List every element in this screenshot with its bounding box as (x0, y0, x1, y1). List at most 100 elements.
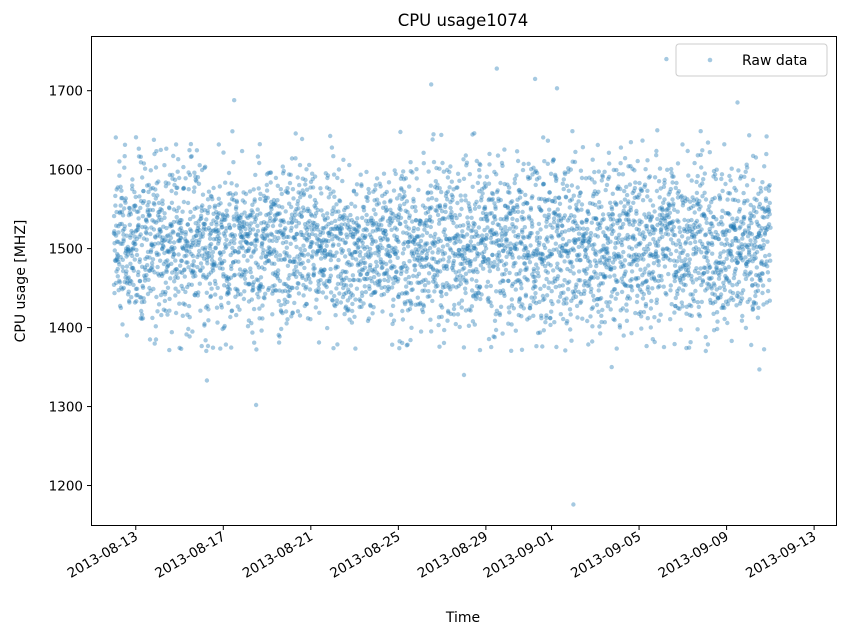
data-point (412, 263, 417, 268)
y-tick-label: 1200 (49, 479, 83, 495)
data-point (515, 209, 521, 214)
data-point (747, 133, 752, 138)
data-point (597, 258, 603, 263)
data-point (363, 218, 369, 223)
data-point (118, 305, 124, 311)
data-point (368, 218, 374, 223)
data-point (589, 306, 594, 311)
data-point (427, 217, 432, 223)
data-point (728, 243, 733, 248)
data-point (472, 322, 477, 327)
data-point (225, 284, 230, 289)
data-point (276, 211, 281, 217)
data-point (735, 216, 740, 221)
data-point (500, 278, 505, 283)
data-point (216, 238, 222, 244)
data-point (639, 188, 645, 193)
data-point (556, 218, 561, 223)
data-point (147, 268, 153, 273)
data-point (300, 275, 305, 280)
data-point (714, 287, 719, 292)
legend: Raw data (675, 43, 828, 77)
data-point (162, 237, 168, 243)
data-point (272, 261, 277, 266)
data-point (308, 244, 313, 249)
data-point (149, 242, 154, 248)
data-point (157, 234, 163, 239)
data-point (389, 218, 395, 224)
data-point (111, 282, 117, 287)
data-point (495, 266, 501, 272)
data-point (665, 246, 670, 251)
data-point (219, 261, 224, 266)
data-point (405, 291, 410, 296)
data-point (507, 226, 512, 231)
data-point (282, 257, 287, 262)
data-point (312, 266, 317, 271)
data-point (532, 284, 537, 289)
data-point (705, 258, 710, 264)
data-point (604, 182, 610, 188)
data-point (282, 250, 287, 255)
data-point (338, 275, 344, 281)
data-point (745, 244, 750, 250)
data-point (766, 207, 772, 213)
data-point (704, 220, 709, 225)
data-point (324, 278, 330, 284)
data-point (600, 281, 605, 286)
data-point (418, 300, 423, 306)
data-point (671, 174, 676, 179)
data-point (200, 203, 205, 208)
data-point (473, 291, 478, 296)
data-point (675, 191, 680, 196)
data-point (646, 229, 652, 234)
data-point (748, 238, 753, 243)
data-point (731, 297, 736, 303)
data-point (720, 208, 725, 213)
data-point (620, 280, 625, 285)
data-point (321, 273, 327, 278)
data-point (131, 268, 136, 273)
data-point (247, 282, 252, 287)
data-point (408, 298, 413, 303)
data-point (604, 300, 609, 305)
data-point (677, 306, 682, 311)
data-point (643, 304, 649, 309)
data-point (309, 239, 314, 245)
data-point (629, 288, 635, 293)
data-point (201, 225, 207, 230)
data-point (337, 199, 343, 204)
data-point (196, 181, 202, 186)
data-point (332, 234, 337, 239)
data-point (473, 296, 479, 302)
data-point (430, 256, 435, 261)
data-point (147, 255, 152, 260)
data-point (383, 208, 389, 214)
data-point (353, 242, 358, 247)
data-point (613, 235, 619, 241)
data-point (522, 225, 527, 230)
data-point (370, 268, 375, 273)
data-point (420, 256, 425, 261)
data-point (195, 264, 200, 270)
data-point (708, 221, 713, 226)
data-point (513, 287, 518, 292)
data-point (156, 218, 161, 223)
data-point (730, 283, 735, 288)
data-point (370, 218, 376, 223)
data-point (254, 233, 259, 238)
data-point (574, 202, 579, 207)
data-point (287, 293, 292, 299)
data-point (707, 204, 712, 209)
data-point (170, 247, 175, 252)
data-point (199, 205, 204, 210)
data-point (555, 225, 560, 231)
data-point (660, 212, 665, 217)
data-point (167, 172, 173, 178)
data-point (602, 260, 607, 266)
data-point (701, 270, 707, 276)
data-point (125, 279, 130, 284)
data-point (758, 233, 763, 239)
data-point (198, 213, 204, 218)
data-point (732, 227, 738, 232)
